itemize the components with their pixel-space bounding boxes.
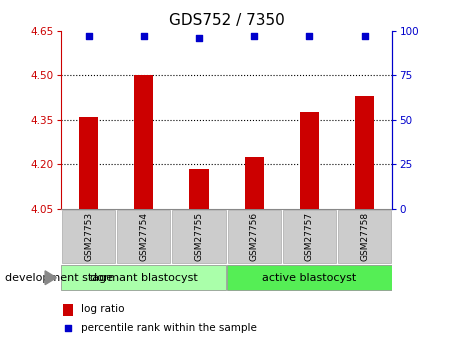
Bar xyxy=(355,96,374,209)
Point xyxy=(140,33,147,39)
Bar xyxy=(134,76,153,209)
Bar xyxy=(300,112,319,209)
Bar xyxy=(61,265,226,290)
Bar xyxy=(244,157,264,209)
Bar xyxy=(63,304,73,316)
Text: GSM27755: GSM27755 xyxy=(194,212,203,261)
Point xyxy=(306,33,313,39)
Text: percentile rank within the sample: percentile rank within the sample xyxy=(81,323,257,333)
Bar xyxy=(228,210,281,263)
Bar xyxy=(189,169,209,209)
Bar xyxy=(283,210,336,263)
Point xyxy=(361,33,368,39)
Bar xyxy=(338,210,391,263)
Text: GSM27756: GSM27756 xyxy=(250,212,259,261)
Text: log ratio: log ratio xyxy=(81,304,124,314)
Text: GSM27757: GSM27757 xyxy=(305,212,314,261)
Bar xyxy=(117,210,170,263)
Point xyxy=(64,325,71,331)
Title: GDS752 / 7350: GDS752 / 7350 xyxy=(169,13,285,29)
Point xyxy=(251,33,258,39)
Text: GSM27758: GSM27758 xyxy=(360,212,369,261)
Text: active blastocyst: active blastocyst xyxy=(262,273,357,283)
Text: GSM27754: GSM27754 xyxy=(139,212,148,261)
Bar xyxy=(172,210,226,263)
Bar xyxy=(79,117,98,209)
Text: dormant blastocyst: dormant blastocyst xyxy=(90,273,198,283)
Point xyxy=(85,33,92,39)
Bar xyxy=(227,265,392,290)
Text: development stage: development stage xyxy=(5,273,113,283)
Text: GSM27753: GSM27753 xyxy=(84,212,93,261)
Bar xyxy=(62,210,115,263)
Point xyxy=(195,36,202,41)
